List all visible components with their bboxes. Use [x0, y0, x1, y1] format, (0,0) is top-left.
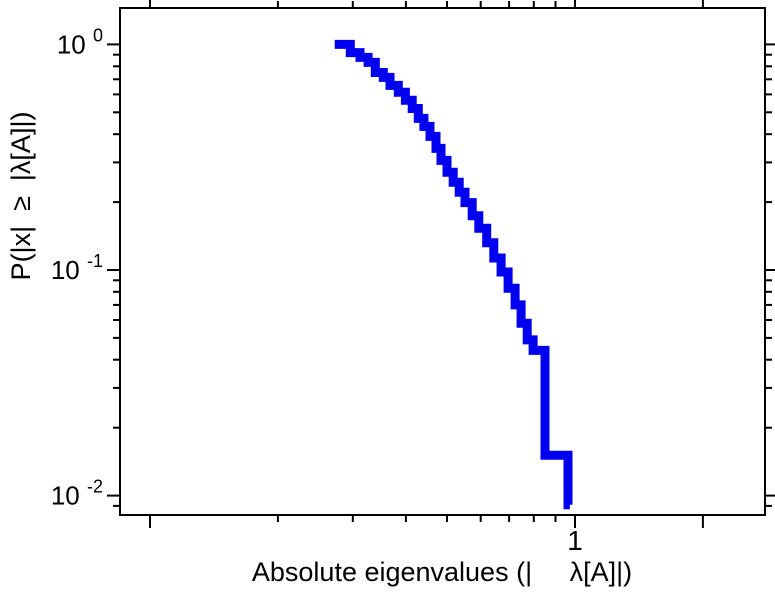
y-tick-label: 10 -1	[51, 251, 103, 285]
tick-label-layer: 1 10 0 10 -1 10 -2	[51, 25, 583, 556]
x-tick-label: 1	[567, 525, 583, 556]
axes-layer	[107, 0, 775, 528]
series-layer	[334, 39, 573, 510]
plot-border	[119, 7, 766, 516]
y-tick-label: 10 0	[57, 25, 103, 59]
x-axis-label: Absolute eigenvalues (| λ[A]|)	[252, 557, 632, 587]
ccdf-step-line	[334, 39, 573, 510]
y-tick-label: 10 -2	[51, 477, 103, 511]
y-axis-label: P(|x| ≥ |λ[A]|)	[6, 112, 36, 281]
